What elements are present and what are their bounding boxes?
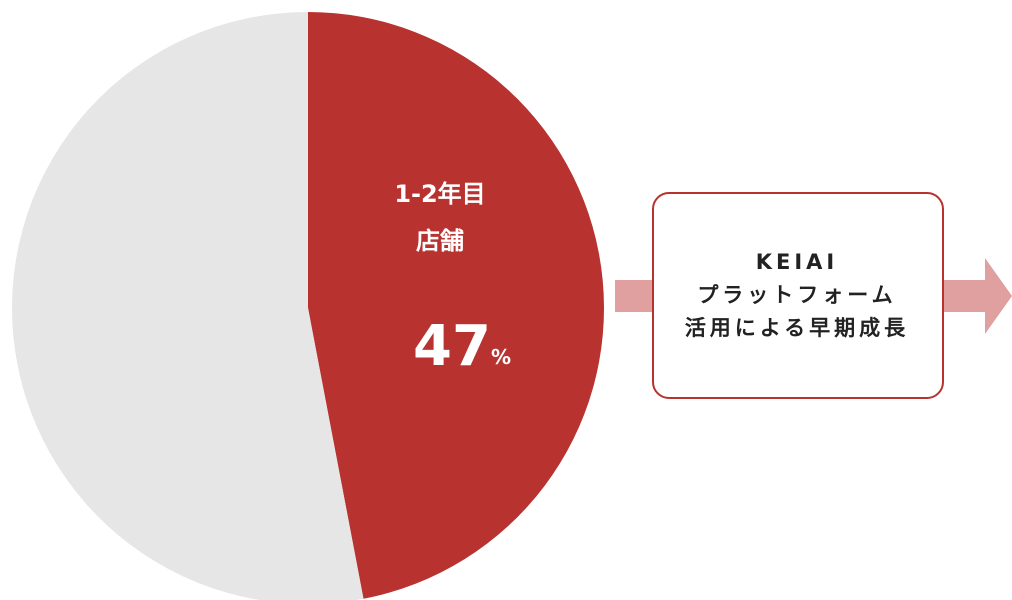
arrow-out bbox=[943, 258, 1012, 334]
callout-box bbox=[652, 192, 944, 399]
slice-label: 1-2年目店舗 bbox=[394, 180, 485, 255]
value-label: 47% bbox=[413, 314, 511, 379]
annotation: 活用による早期成長 bbox=[685, 316, 909, 340]
annotation: KEIAI bbox=[756, 250, 839, 274]
pie bbox=[12, 12, 605, 600]
annotation: プラットフォーム bbox=[697, 283, 896, 307]
pie-slice bbox=[12, 12, 364, 600]
pie-slice bbox=[308, 12, 605, 599]
arrow-in bbox=[615, 280, 652, 312]
